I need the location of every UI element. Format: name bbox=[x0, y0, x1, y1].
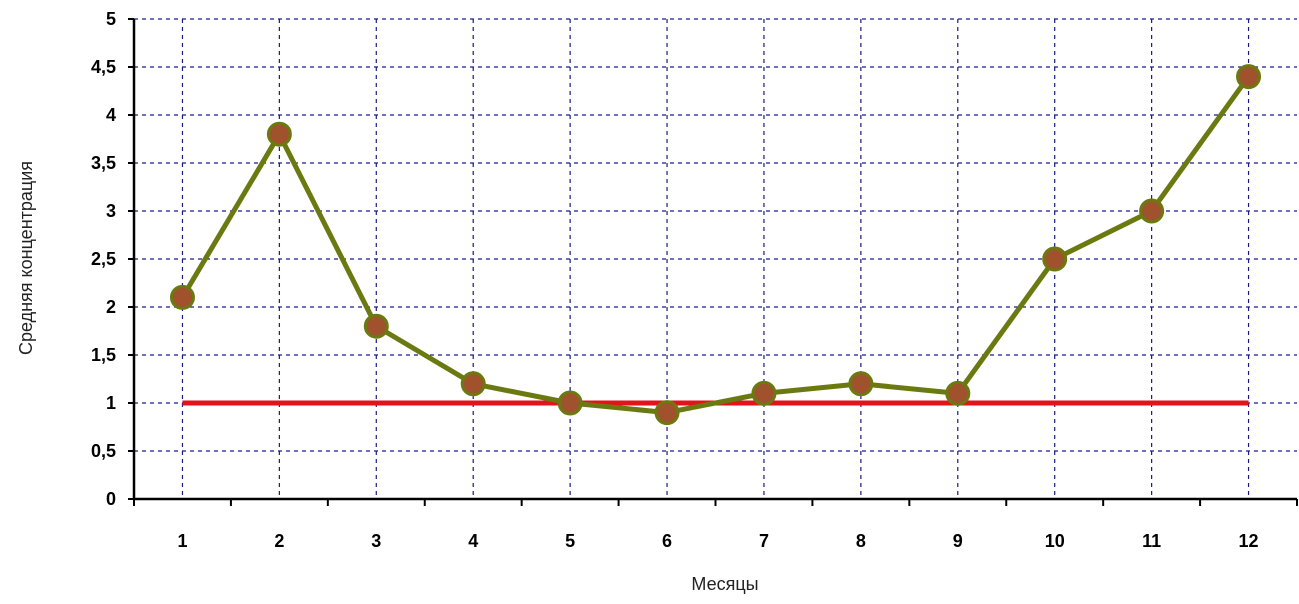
y-axis-title: Средняя концентрация bbox=[16, 161, 36, 355]
x-tick-label: 11 bbox=[1142, 531, 1161, 551]
x-tick-label: 5 bbox=[565, 531, 575, 551]
x-tick-label: 4 bbox=[468, 531, 478, 551]
x-tick-label: 12 bbox=[1239, 531, 1259, 551]
y-tick-label: 4 bbox=[106, 105, 116, 125]
y-tick-label: 1,5 bbox=[91, 345, 116, 365]
y-tick-label: 1 bbox=[106, 393, 116, 413]
data-point bbox=[460, 371, 486, 397]
x-tick-label: 1 bbox=[177, 531, 187, 551]
data-point bbox=[1042, 246, 1068, 272]
x-tick-label: 8 bbox=[856, 531, 866, 551]
y-tick-label: 3,5 bbox=[91, 153, 116, 173]
data-point bbox=[1236, 64, 1262, 90]
x-tick-label: 3 bbox=[371, 531, 381, 551]
y-tick-label: 5 bbox=[106, 9, 116, 29]
data-point bbox=[654, 400, 680, 426]
x-tick-label: 9 bbox=[953, 531, 963, 551]
data-point bbox=[848, 371, 874, 397]
y-tick-label: 2 bbox=[106, 297, 116, 317]
grid bbox=[134, 18, 1297, 499]
x-tick-label: 2 bbox=[274, 531, 284, 551]
data-point bbox=[1139, 198, 1165, 224]
x-axis-title: Месяцы bbox=[691, 574, 758, 594]
y-tick-label: 0,5 bbox=[91, 441, 116, 461]
data-point bbox=[169, 284, 195, 310]
x-tick-label: 10 bbox=[1045, 531, 1065, 551]
axes bbox=[128, 18, 1298, 506]
x-axis-ticks: 1 2 3 4 5 6 7 8 9 10 11 12 bbox=[177, 531, 1258, 551]
y-tick-label: 4,5 bbox=[91, 57, 116, 77]
data-point bbox=[557, 390, 583, 416]
y-tick-label: 2,5 bbox=[91, 249, 116, 269]
y-tick-label: 0 bbox=[106, 489, 116, 509]
data-point bbox=[945, 380, 971, 406]
y-tick-label: 3 bbox=[106, 201, 116, 221]
x-tick-label: 7 bbox=[759, 531, 769, 551]
data-point bbox=[751, 380, 777, 406]
data-point bbox=[363, 313, 389, 339]
y-axis-ticks: 0 0,5 1 1,5 2 2,5 3 3,5 4 4,5 5 bbox=[91, 9, 116, 509]
series-layer bbox=[169, 64, 1262, 426]
x-tick-label: 6 bbox=[662, 531, 672, 551]
data-point bbox=[266, 121, 292, 147]
series-line bbox=[180, 75, 1251, 416]
